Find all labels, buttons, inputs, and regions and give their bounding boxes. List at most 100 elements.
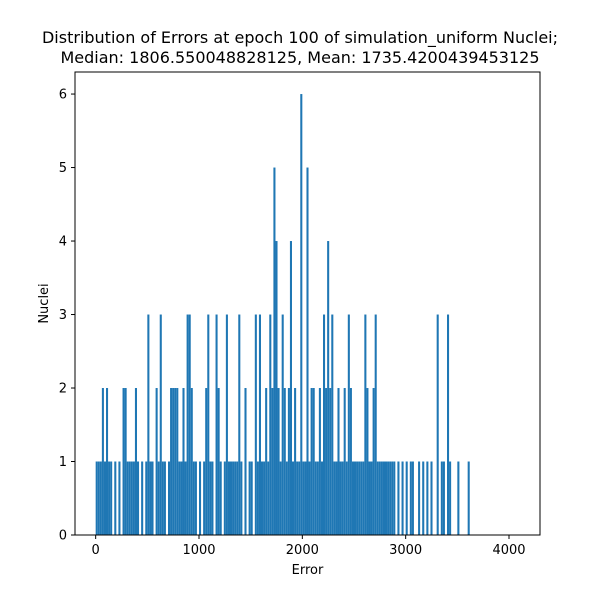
histogram-bar <box>376 461 379 535</box>
histogram-bar <box>351 461 354 535</box>
histogram-bar <box>203 461 206 535</box>
bars-group <box>95 94 470 536</box>
x-tick-label: 3000 <box>389 543 422 558</box>
histogram-bar <box>176 388 179 535</box>
histogram-bar <box>356 461 359 535</box>
x-axis-ticks: 0 1000 2000 3000 4000 <box>92 535 526 558</box>
histogram-bar <box>261 461 264 535</box>
histogram-bar <box>440 461 443 535</box>
histogram-bar <box>186 314 189 535</box>
histogram-bar <box>128 461 131 535</box>
histogram-bar <box>157 461 160 535</box>
histogram-bar <box>95 461 98 535</box>
histogram-bar <box>287 388 290 535</box>
histogram-bar <box>155 388 158 535</box>
histogram-bar <box>161 461 164 535</box>
histogram-bar <box>325 388 328 535</box>
histogram-bar <box>256 461 259 535</box>
histogram-bar <box>358 461 361 535</box>
histogram-bar <box>391 461 394 535</box>
histogram-bar <box>124 388 127 535</box>
histogram-bar <box>238 314 241 535</box>
histogram-bar <box>250 461 253 535</box>
histogram-bar <box>436 314 439 535</box>
chart-title-line1: Distribution of Errors at epoch 100 of s… <box>41 28 559 47</box>
histogram-bar <box>335 461 338 535</box>
histogram-bar <box>134 388 137 535</box>
x-tick-label: 1000 <box>182 543 215 558</box>
histogram-bar <box>380 461 383 535</box>
histogram-bar <box>254 314 257 535</box>
histogram-bar <box>244 388 247 535</box>
histogram-bar <box>314 461 317 535</box>
histogram-bar <box>389 461 392 535</box>
histogram-bar <box>132 461 135 535</box>
histogram-bar <box>215 314 218 535</box>
histogram-bar <box>302 461 305 535</box>
histogram-bar <box>225 314 228 535</box>
histogram-bar <box>279 461 282 535</box>
histogram-bar <box>349 388 352 535</box>
y-tick-label: 0 <box>59 529 67 544</box>
histogram-bar <box>182 388 185 535</box>
histogram-bar <box>118 461 121 535</box>
plot-frame <box>74 71 541 536</box>
histogram-bar <box>137 461 140 535</box>
histogram-bar <box>362 461 365 535</box>
histogram-bar <box>207 314 210 535</box>
histogram-bar <box>368 461 371 535</box>
histogram-bar <box>354 461 357 535</box>
histogram-bar <box>265 388 268 535</box>
histogram-bar <box>374 314 377 535</box>
histogram-bar <box>378 461 381 535</box>
histogram-bar <box>110 461 113 535</box>
histogram-bar <box>106 388 109 535</box>
histogram-bar <box>382 461 385 535</box>
histogram-bar <box>316 461 319 535</box>
histogram-bar <box>217 388 220 535</box>
histogram-bar <box>230 461 233 535</box>
histogram-bar <box>178 461 181 535</box>
histogram-bar <box>232 461 235 535</box>
histogram-bar <box>97 461 100 535</box>
histogram-bar <box>347 314 350 535</box>
y-axis-label: Nuclei <box>37 283 52 323</box>
histogram-bar <box>298 461 301 535</box>
histogram-bar <box>339 461 342 535</box>
histogram-bar <box>329 388 332 535</box>
histogram-bar <box>159 314 162 535</box>
y-tick-label: 1 <box>59 455 67 470</box>
histogram-bar <box>273 167 276 536</box>
histogram-bar <box>199 461 202 535</box>
y-tick-label: 5 <box>59 161 67 176</box>
histogram-bar <box>304 461 307 535</box>
histogram-bar <box>101 388 104 535</box>
histogram-bar <box>141 461 144 535</box>
histogram-bar <box>333 461 336 535</box>
histogram-bar <box>263 461 266 535</box>
histogram-bar <box>447 314 450 535</box>
x-tick-label: 0 <box>92 543 100 558</box>
histogram-bar <box>411 461 414 535</box>
chart-title-line2: Median: 1806.550048828125, Mean: 1735.42… <box>60 48 540 67</box>
histogram-bar <box>323 314 326 535</box>
histogram-bar <box>194 461 197 535</box>
histogram-bar <box>341 461 344 535</box>
histogram-bar <box>467 461 470 535</box>
histogram-bar <box>130 461 133 535</box>
histogram-bar <box>345 461 348 535</box>
y-tick-label: 3 <box>59 308 67 323</box>
histogram-bar <box>223 461 226 535</box>
histogram-bar <box>108 461 111 535</box>
y-tick-label: 6 <box>59 88 67 103</box>
histogram-bar <box>310 388 313 535</box>
histogram-bar <box>269 314 272 535</box>
histogram-bar <box>418 461 421 535</box>
y-tick-label: 4 <box>59 235 67 250</box>
histogram-bar <box>151 461 154 535</box>
x-tick-label: 2000 <box>286 543 319 558</box>
y-axis-ticks: 0 1 2 3 4 5 6 <box>59 88 75 544</box>
histogram-bar <box>209 461 212 535</box>
histogram-bar <box>442 461 445 535</box>
